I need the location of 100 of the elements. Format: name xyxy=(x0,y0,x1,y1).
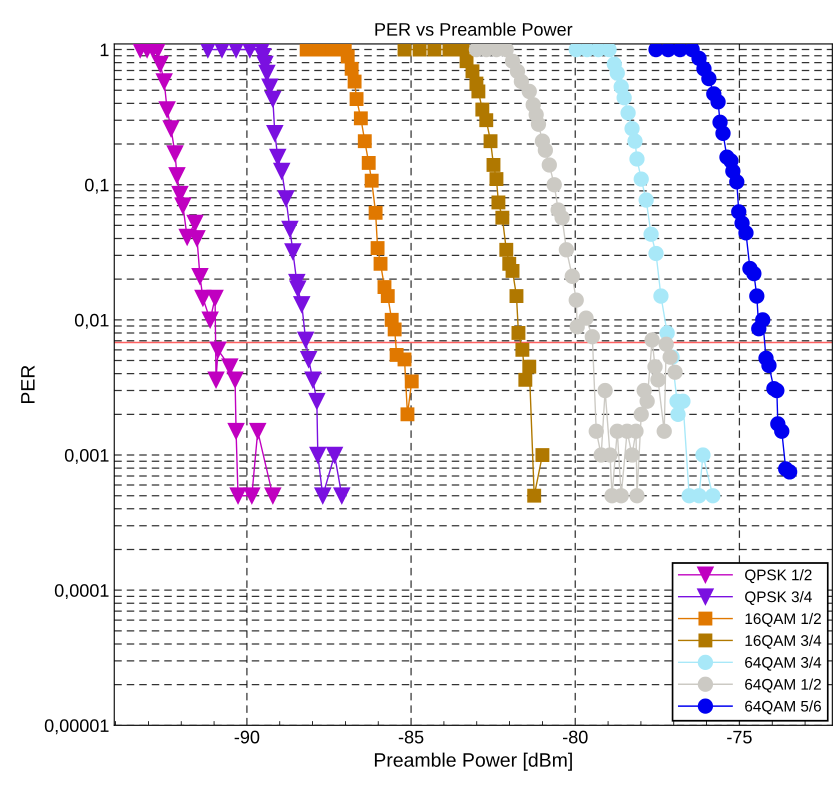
x-tick-label: -85 xyxy=(398,730,424,744)
point xyxy=(266,124,284,142)
y-tick-label: 0,0001 xyxy=(54,584,109,600)
point xyxy=(210,342,226,358)
point xyxy=(510,289,524,304)
point xyxy=(466,64,480,78)
point xyxy=(624,447,640,463)
point xyxy=(314,487,332,504)
point xyxy=(634,171,649,187)
point xyxy=(282,220,298,238)
point xyxy=(400,407,414,422)
point xyxy=(701,70,717,86)
point xyxy=(289,280,306,298)
point xyxy=(670,406,686,422)
point xyxy=(629,488,645,504)
point xyxy=(650,372,666,388)
point xyxy=(527,488,542,503)
point xyxy=(194,290,212,306)
point xyxy=(374,256,388,271)
point xyxy=(471,84,486,98)
point xyxy=(672,44,688,58)
point xyxy=(511,326,526,340)
point xyxy=(202,312,218,328)
point xyxy=(427,44,442,56)
point xyxy=(755,312,770,328)
y-tick-label: 0,00001 xyxy=(44,719,109,734)
point xyxy=(398,44,412,56)
x-tick-label: -75 xyxy=(727,730,752,744)
point xyxy=(522,84,537,100)
point xyxy=(522,360,536,374)
legend-label: 16QAM 1/2 xyxy=(746,612,821,627)
point xyxy=(208,372,224,388)
point xyxy=(729,174,744,190)
point xyxy=(226,372,244,388)
point xyxy=(648,44,664,58)
point xyxy=(656,424,672,439)
point xyxy=(152,56,169,72)
point xyxy=(309,446,326,464)
point xyxy=(514,74,530,90)
point xyxy=(442,44,456,56)
point xyxy=(348,74,362,88)
point xyxy=(350,92,364,106)
point xyxy=(738,225,754,241)
point xyxy=(506,264,520,278)
legend-label: QPSK 3/4 xyxy=(745,591,812,605)
point xyxy=(584,329,600,344)
point xyxy=(643,226,659,242)
point xyxy=(206,290,224,306)
point xyxy=(354,111,368,126)
point xyxy=(304,372,322,388)
point xyxy=(344,62,359,76)
y-tick-label: 1 xyxy=(100,44,109,56)
point xyxy=(388,322,402,336)
point xyxy=(158,101,176,118)
point xyxy=(499,242,514,257)
point xyxy=(380,289,395,304)
point xyxy=(640,394,655,409)
point xyxy=(746,266,762,282)
point xyxy=(634,406,649,422)
point xyxy=(362,156,376,170)
point xyxy=(769,382,784,398)
point xyxy=(624,120,640,136)
legend-label: 64QAM 5/6 xyxy=(745,700,821,714)
y-tick-label: 0,1 xyxy=(85,178,109,194)
point xyxy=(340,49,355,64)
point xyxy=(192,268,208,285)
point xyxy=(627,134,643,149)
point xyxy=(644,332,660,348)
point xyxy=(404,374,419,388)
point xyxy=(300,44,314,56)
point xyxy=(715,126,731,141)
point xyxy=(564,268,580,284)
point xyxy=(168,167,186,184)
legend-label: 64QAM 1/2 xyxy=(745,678,821,692)
point xyxy=(293,296,310,313)
point xyxy=(412,44,427,56)
point xyxy=(228,422,244,440)
point xyxy=(515,342,530,357)
point xyxy=(491,195,506,210)
point xyxy=(535,448,550,462)
point xyxy=(264,487,282,504)
point xyxy=(782,464,798,480)
point xyxy=(308,392,326,410)
point xyxy=(370,241,385,255)
point xyxy=(578,310,594,326)
point xyxy=(358,134,372,148)
point xyxy=(264,90,282,108)
point xyxy=(653,288,669,304)
point xyxy=(273,162,290,180)
point xyxy=(761,358,777,374)
point xyxy=(616,90,632,106)
point xyxy=(588,424,604,439)
x-tick-label: -80 xyxy=(563,730,588,744)
point xyxy=(554,210,570,226)
point xyxy=(244,487,260,504)
x-axis-title: Preamble Power [dBm] xyxy=(374,752,572,771)
point xyxy=(326,446,343,464)
point xyxy=(174,197,192,214)
point xyxy=(620,105,636,121)
point xyxy=(705,488,720,504)
